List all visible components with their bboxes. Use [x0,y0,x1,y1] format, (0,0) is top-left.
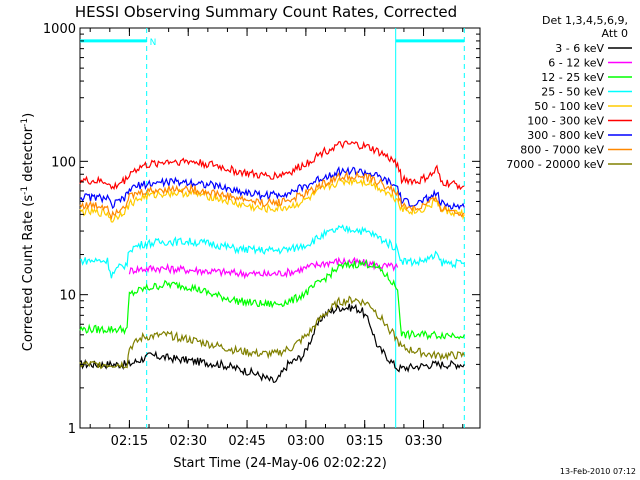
y-tick-label-2: 100 [51,155,76,170]
series-line-1 [128,256,399,280]
flag-label-0: N [150,38,157,48]
plot-frame [79,27,481,429]
plot-area: N [79,27,481,429]
legend-label-1: 6 - 12 keV [548,57,604,70]
legend-label-2: 12 - 25 keV [541,71,604,84]
x-tick-label-1: 02:30 [170,434,207,449]
legend-header-line-0: Det 1,3,4,5,6,9, [542,14,628,27]
y-tick-label-3: 1000 [43,22,76,37]
series-line-0 [79,303,465,383]
x-tick-label-0: 02:15 [111,434,148,449]
chart-title: HESSI Observing Summary Count Rates, Cor… [75,3,457,21]
legend-header-line-1: Att 0 [602,27,628,40]
series-line-8 [79,295,465,370]
series-line-2 [79,258,465,341]
x-axis: 02:15 02:30 02:45 03:00 03:15 03:30 [89,28,464,449]
y-axis: 1 10 100 1000 [43,22,480,437]
legend-label-7: 800 - 7000 keV [520,144,604,157]
y-tick-label-0: 1 [68,422,76,437]
legend: Det 1,3,4,5,6,9,Att 0 3 - 6 keV 6 - 12 keV… [506,14,632,171]
y-tick-label-1: 10 [59,289,76,304]
y-axis-label: Corrected Count Rate (s-1 detector-1) [20,113,36,351]
series-line-4 [79,177,465,223]
x-axis-label: Start Time (24-May-06 02:02:22) [173,456,387,471]
legend-label-6: 300 - 800 keV [527,129,604,142]
x-tick-label-2: 02:45 [228,434,265,449]
x-tick-label-5: 03:30 [405,434,442,449]
legend-label-4: 50 - 100 keV [534,100,604,113]
x-tick-label-4: 03:15 [346,434,383,449]
timestamp: 13-Feb-2010 07:12 [560,467,636,476]
legend-label-3: 25 - 50 keV [541,86,604,99]
series-line-5 [79,140,465,191]
series-line-7 [79,170,465,221]
legend-label-0: 3 - 6 keV [555,42,604,55]
legend-label-8: 7000 - 20000 keV [506,158,604,171]
legend-label-5: 100 - 300 keV [527,115,604,128]
series-line-6 [79,166,465,211]
x-tick-label-3: 03:00 [287,434,324,449]
series-line-3 [79,224,465,279]
